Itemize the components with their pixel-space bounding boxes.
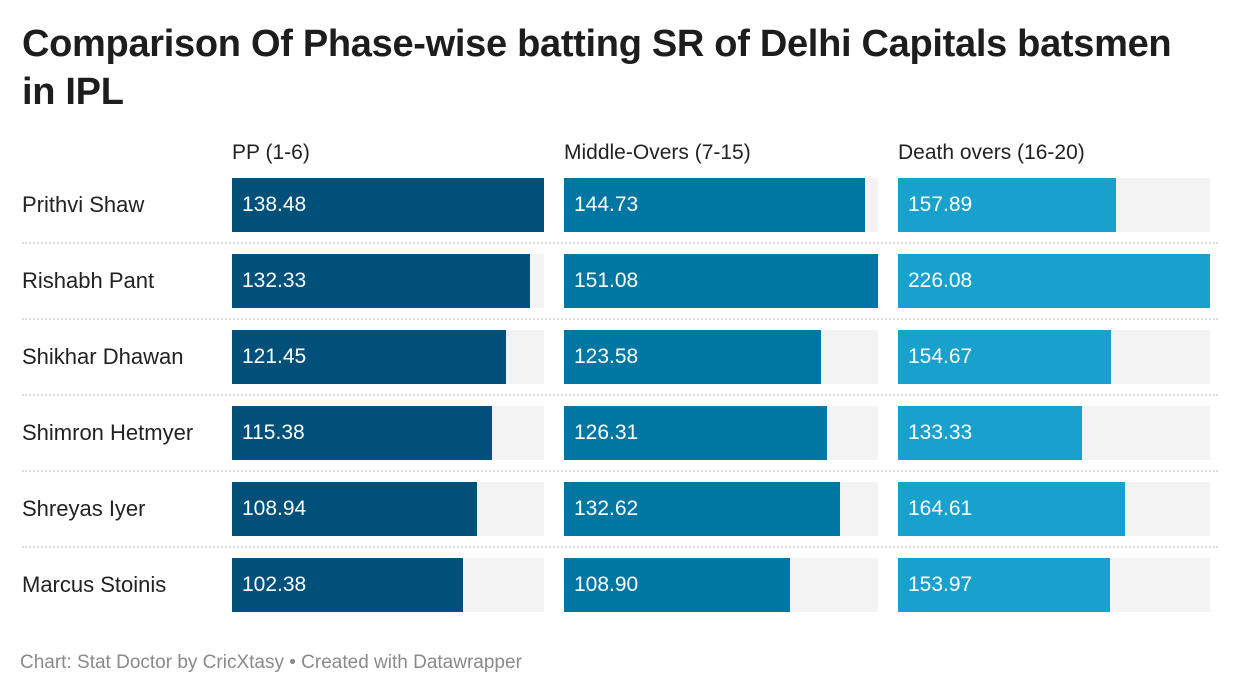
bar bbox=[564, 558, 791, 612]
bar-track: 132.33 bbox=[232, 254, 544, 308]
bar-value-label: 151.08 bbox=[574, 269, 639, 292]
bar bbox=[898, 330, 1112, 384]
bar-value-label: 108.90 bbox=[574, 573, 639, 596]
row-separator bbox=[22, 394, 1218, 396]
bar-track: 115.38 bbox=[232, 406, 544, 460]
row-separator bbox=[22, 242, 1218, 244]
row-label: Shimron Hetmyer bbox=[22, 420, 194, 445]
bar-track: 121.45 bbox=[232, 330, 544, 384]
bar bbox=[232, 558, 463, 612]
bar bbox=[564, 330, 821, 384]
row-label: Rishabh Pant bbox=[22, 268, 155, 293]
bar-track: 138.48 bbox=[232, 178, 544, 232]
bar bbox=[564, 406, 827, 460]
bar bbox=[232, 254, 531, 308]
row-label: Marcus Stoinis bbox=[22, 572, 167, 597]
column-header: Death overs (16-20) bbox=[898, 141, 1085, 164]
bar-value-label: 153.97 bbox=[908, 573, 973, 596]
row-separator bbox=[22, 318, 1218, 320]
bar-value-label: 133.33 bbox=[908, 421, 973, 444]
bar-track: 126.31 bbox=[564, 406, 878, 460]
chart-title: Comparison Of Phase-wise batting SR of D… bbox=[22, 23, 1172, 113]
bar bbox=[564, 482, 840, 536]
bar-value-label: 144.73 bbox=[574, 193, 639, 216]
bar-value-label: 132.62 bbox=[574, 497, 639, 520]
bar-track: 157.89 bbox=[898, 178, 1210, 232]
bar-track: 154.67 bbox=[898, 330, 1210, 384]
bar bbox=[564, 254, 878, 308]
bar-track: 226.08 bbox=[898, 254, 1210, 308]
bar-value-label: 138.48 bbox=[242, 193, 307, 216]
bar-value-label: 121.45 bbox=[242, 345, 307, 368]
bar bbox=[232, 330, 506, 384]
bar-track: 153.97 bbox=[898, 558, 1210, 612]
column-header: PP (1-6) bbox=[232, 141, 310, 164]
bar-track: 164.61 bbox=[898, 482, 1210, 536]
bar-value-label: 126.31 bbox=[574, 421, 639, 444]
bar-value-label: 108.94 bbox=[242, 497, 307, 520]
chart-footer: Chart: Stat Doctor by CricXtasy • Create… bbox=[20, 652, 522, 673]
bar bbox=[232, 482, 478, 536]
column-header: Middle-Overs (7-15) bbox=[564, 141, 751, 164]
bar-track: 133.33 bbox=[898, 406, 1210, 460]
row-separator bbox=[22, 470, 1218, 472]
bar bbox=[898, 254, 1210, 308]
bar bbox=[898, 178, 1116, 232]
bar-value-label: 115.38 bbox=[242, 421, 305, 444]
bar-track: 102.38 bbox=[232, 558, 544, 612]
bar-value-label: 102.38 bbox=[242, 573, 307, 596]
row-label: Shreyas Iyer bbox=[22, 496, 146, 521]
bar-track: 123.58 bbox=[564, 330, 878, 384]
bar-track: 151.08 bbox=[564, 254, 878, 308]
bar bbox=[564, 178, 865, 232]
bar-value-label: 164.61 bbox=[908, 497, 973, 520]
bar-value-label: 132.33 bbox=[242, 269, 307, 292]
bar bbox=[898, 406, 1082, 460]
row-label: Shikhar Dhawan bbox=[22, 344, 184, 369]
bar-value-label: 154.67 bbox=[908, 345, 973, 368]
row-label: Prithvi Shaw bbox=[22, 192, 145, 217]
bar-track: 144.73 bbox=[564, 178, 878, 232]
bar-value-label: 123.58 bbox=[574, 345, 639, 368]
bar-track: 108.94 bbox=[232, 482, 544, 536]
bar bbox=[232, 406, 492, 460]
bar bbox=[898, 558, 1111, 612]
bar-value-label: 157.89 bbox=[908, 193, 973, 216]
bar-track: 132.62 bbox=[564, 482, 878, 536]
bar bbox=[898, 482, 1126, 536]
bar-value-label: 226.08 bbox=[908, 269, 973, 292]
bar-track: 108.90 bbox=[564, 558, 878, 612]
bar bbox=[232, 178, 544, 232]
row-separator bbox=[22, 546, 1218, 548]
